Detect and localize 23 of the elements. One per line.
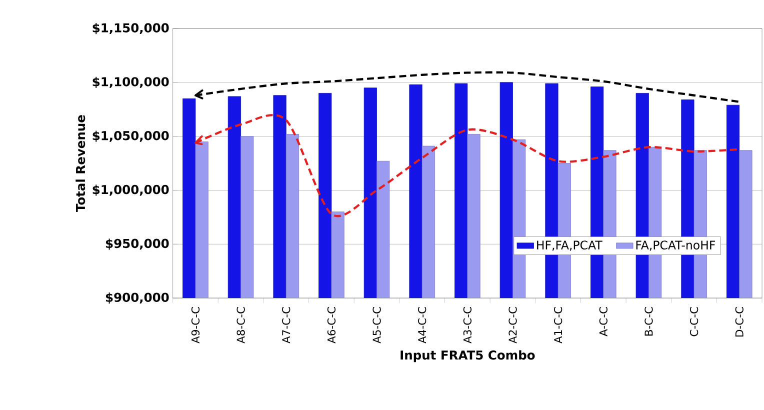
- y-tick-label: $950,000: [106, 238, 169, 250]
- x-tick-label: A3-C-C: [463, 306, 472, 344]
- x-tick-label: A6-C-C: [327, 306, 336, 344]
- x-axis-title: Input FRAT5 Combo: [400, 350, 535, 362]
- x-tick-label: A2-C-C: [508, 306, 517, 344]
- x-tick-label: A9-C-C: [191, 306, 200, 344]
- x-tick-label: A8-C-C: [236, 306, 245, 344]
- x-tick-label: C-C-C: [690, 306, 698, 336]
- x-tick-label: A7-C-C: [282, 306, 290, 344]
- y-tick-label: $1,050,000: [92, 130, 169, 142]
- y-tick-label: $900,000: [106, 292, 169, 304]
- y-tick-label: $1,000,000: [92, 184, 169, 196]
- x-tick-label: A1-C-C: [554, 306, 562, 344]
- x-tick-label: D-C-C: [735, 306, 744, 336]
- x-tick-label: A-C-C: [599, 306, 608, 336]
- legend-label: FA,PCAT-noHF: [636, 240, 716, 251]
- x-tick-label: B-C-C: [644, 306, 653, 336]
- y-axis-title: Total Revenue: [76, 115, 86, 212]
- x-tick-label: A5-C-C: [372, 306, 381, 344]
- y-tick-label: $1,100,000: [92, 76, 169, 88]
- x-tick-label: A4-C-C: [418, 306, 426, 344]
- legend-label: HF,FA,PCAT: [537, 240, 602, 251]
- y-tick-label: $1,150,000: [92, 22, 169, 34]
